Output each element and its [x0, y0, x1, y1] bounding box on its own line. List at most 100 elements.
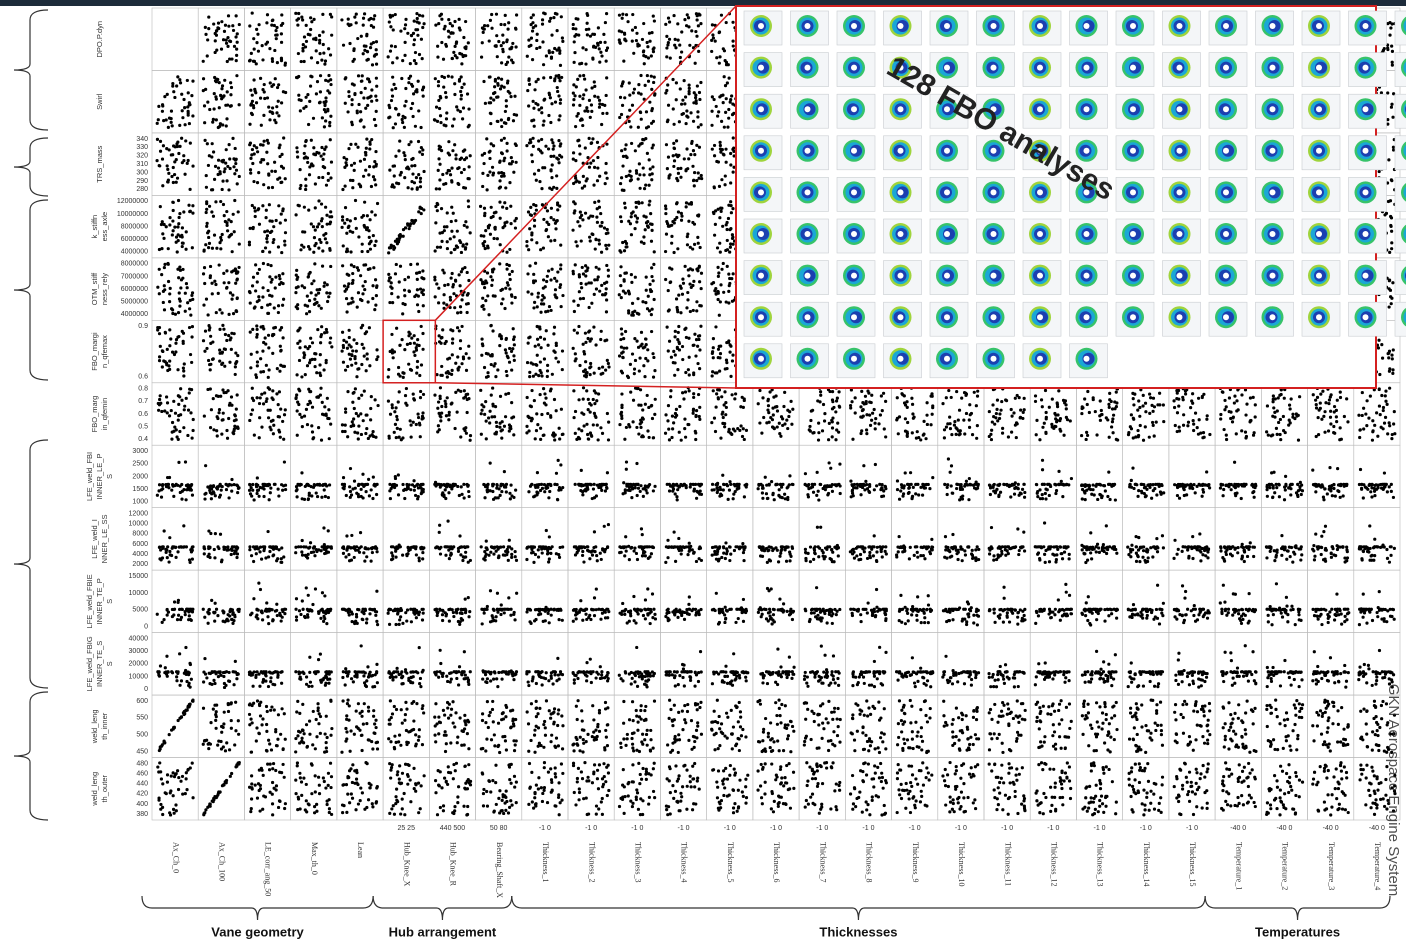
ring	[1176, 23, 1183, 29]
scatter-points	[247, 670, 284, 689]
ring	[804, 64, 811, 71]
fbo-thumbnail	[1022, 52, 1062, 87]
scatter-points	[201, 14, 241, 64]
thumbnail-frame	[1394, 93, 1406, 129]
row-label-line: LFE_weld_FBIE	[85, 574, 94, 628]
brace	[1204, 895, 1391, 921]
thumbnail-frame	[1394, 52, 1406, 87]
fbo-thumbnail	[976, 10, 1015, 46]
scatter-points	[571, 136, 609, 190]
ring	[1130, 272, 1136, 279]
matrix-cell	[429, 7, 476, 71]
matrix-cell	[660, 694, 707, 758]
fbo-thumbnail	[1022, 218, 1062, 254]
ring	[758, 23, 764, 29]
scatter-points	[295, 325, 334, 379]
matrix-cell	[1168, 757, 1216, 821]
ring	[1269, 189, 1276, 196]
ring	[990, 106, 997, 113]
y-tick-label: 5000	[132, 607, 148, 614]
y-tick-label: 450	[136, 748, 148, 755]
scatter-points	[710, 473, 749, 501]
scatter-points	[848, 761, 888, 817]
matrix-cell	[151, 7, 199, 71]
fbo-thumbnail	[1208, 135, 1248, 171]
scatter-points	[572, 386, 611, 442]
scatter-points	[1033, 388, 1072, 442]
scatter-points	[618, 527, 656, 562]
ring	[990, 231, 997, 237]
y-tick-label: 440	[136, 781, 148, 788]
y-tick-label: 0	[144, 623, 148, 630]
fbo-thumbnail	[1208, 10, 1248, 46]
x-tick-label: -1 0	[816, 825, 828, 832]
scatter-points	[202, 760, 241, 817]
scatter-points	[895, 761, 934, 815]
scatter-points	[665, 482, 704, 502]
zoom-line	[434, 5, 737, 321]
matrix-cell	[613, 195, 661, 259]
scatter-points	[664, 12, 703, 66]
scatter-points	[480, 136, 518, 192]
scatter-points	[201, 700, 241, 753]
column-label: Thickness_15	[1188, 842, 1197, 886]
ring	[1362, 147, 1369, 154]
fbo-thumbnail	[836, 93, 876, 129]
matrix-cell	[290, 694, 338, 758]
scatter-points	[1311, 761, 1350, 817]
scatter-points	[1127, 698, 1165, 755]
column-label: Max_th_0	[310, 842, 319, 875]
scatter-points	[294, 73, 333, 129]
scatter-points	[1265, 470, 1305, 502]
matrix-cell	[336, 195, 384, 259]
scatter-points	[571, 263, 611, 314]
row-label-line: S	[105, 474, 114, 479]
x-tick-label: -1 0	[1094, 825, 1106, 832]
scatter-points	[387, 74, 426, 130]
ring	[897, 355, 904, 362]
scatter-points	[1311, 465, 1349, 502]
ring	[851, 314, 857, 321]
scatter-points	[1357, 590, 1396, 627]
ring	[1083, 231, 1090, 237]
scatter-points	[1034, 458, 1074, 501]
fbo-thumbnail	[929, 301, 969, 337]
ring	[1223, 147, 1229, 154]
scatter-points	[848, 388, 888, 441]
matrix-cell	[613, 444, 661, 508]
scatter-points	[664, 650, 703, 688]
scatter-points	[388, 762, 426, 817]
ring	[1176, 189, 1183, 196]
scatter-points	[157, 698, 195, 753]
scatter-points	[756, 586, 796, 626]
matrix-cell	[151, 444, 199, 508]
ring	[1223, 106, 1229, 113]
matrix-cell	[336, 320, 384, 384]
scatter-points	[388, 139, 426, 191]
fbo-thumbnail	[1301, 301, 1341, 337]
scatter-points	[433, 386, 473, 442]
scatter-points	[1218, 386, 1257, 442]
ring	[851, 23, 857, 29]
matrix-cell	[429, 444, 476, 508]
fbo-thumbnail	[1255, 177, 1294, 212]
y-tick-label: 2500	[132, 461, 148, 468]
fbo-thumbnail	[836, 301, 876, 337]
y-tick-label: 0.9	[138, 323, 148, 330]
scatter-points	[434, 140, 472, 191]
matrix-cell	[567, 70, 615, 134]
ring	[990, 272, 997, 279]
row-label-line: S	[105, 599, 114, 604]
matrix-cell	[1076, 569, 1123, 633]
scatter-points	[665, 324, 703, 377]
fbo-thumbnail	[1162, 301, 1201, 337]
y-tick-label: 10000	[129, 673, 149, 680]
scatter-points	[202, 198, 241, 254]
matrix-cell	[1029, 507, 1077, 571]
y-tick-label: 310	[136, 161, 148, 168]
ring	[1316, 189, 1322, 196]
matrix-cell	[798, 444, 846, 508]
matrix-cell	[567, 569, 615, 633]
scatter-points	[941, 760, 980, 814]
column-label: Thickness_10	[957, 842, 966, 886]
